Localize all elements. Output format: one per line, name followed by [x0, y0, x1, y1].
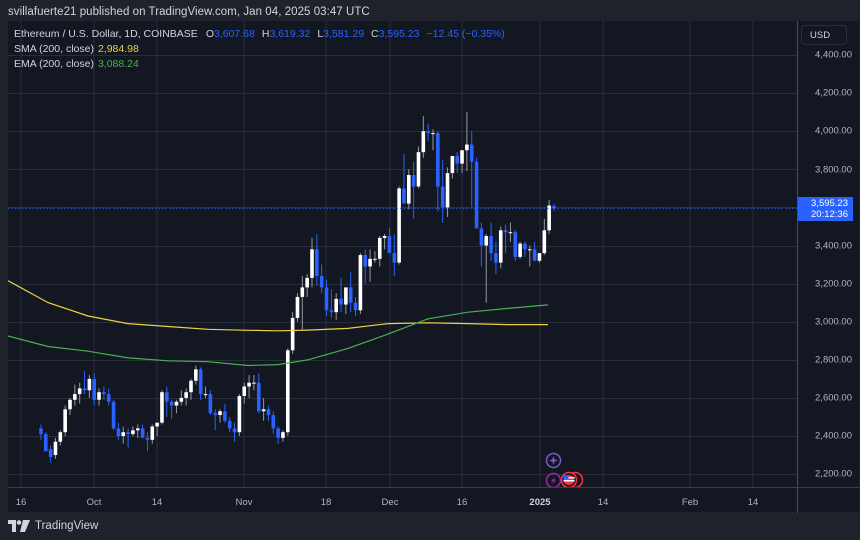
time-tick: 14 — [151, 497, 163, 508]
open-value: 3,607.68 — [213, 28, 255, 40]
price-tick: 4,000.00 — [815, 125, 852, 137]
close-value: 3,595.23 — [378, 28, 420, 40]
price-axis[interactable]: USD 4,400.00 4,200.00 4,000.00 3,800.00 … — [797, 21, 860, 487]
open-label: O — [205, 28, 214, 40]
time-tick: 18 — [320, 497, 332, 508]
ema-value: 3,088.24 — [97, 58, 139, 70]
time-tick: 16 — [15, 497, 27, 508]
time-tick: 16 — [456, 497, 468, 508]
tradingview-logo-icon — [8, 520, 30, 532]
publisher-line: svillafuerte21 published on TradingView.… — [8, 6, 370, 18]
last-price-label: 3,595.23 20:12:36 — [798, 197, 853, 221]
low-label: L — [317, 28, 324, 40]
currency-button[interactable]: USD — [801, 25, 847, 45]
last-price-value: 3,595.23 — [811, 198, 848, 209]
tradingview-brand: TradingView — [35, 520, 99, 532]
legend-sma-row[interactable]: SMA (200, close) 2,984.98 — [14, 42, 505, 57]
price-tick: 2,600.00 — [815, 392, 852, 404]
time-tick: 14 — [597, 497, 609, 508]
event-marker-spark-icon[interactable] — [545, 452, 562, 469]
price-tick: 4,200.00 — [815, 87, 852, 99]
price-tick: 2,200.00 — [815, 468, 852, 480]
change-value: −12.45 (−0.35%) — [426, 28, 505, 40]
price-tick: 2,400.00 — [815, 430, 852, 442]
price-tick: 3,800.00 — [815, 164, 852, 176]
time-tick: Feb — [681, 497, 699, 508]
sma-label: SMA (200, close) — [14, 43, 94, 55]
price-tick: 4,400.00 — [815, 49, 852, 61]
event-marker-us-flag-icon[interactable] — [559, 471, 585, 487]
time-tick: Oct — [86, 497, 102, 508]
high-value: 3,619.32 — [269, 28, 311, 40]
time-tick: 2025 — [529, 497, 551, 508]
ema-label: EMA (200, close) — [14, 58, 94, 70]
time-tick: Dec — [381, 497, 399, 508]
price-tick: 3,200.00 — [815, 278, 852, 290]
price-tick: 3,000.00 — [815, 316, 852, 328]
candlestick-plot — [8, 21, 797, 487]
legend-ema-row[interactable]: EMA (200, close) 3,088.24 — [14, 57, 505, 72]
legend-ohlc-row: Ethereum / U.S. Dollar, 1D, COINBASE O3,… — [14, 27, 505, 42]
event-marker-lightning-icon[interactable] — [545, 472, 562, 487]
high-label: H — [261, 28, 270, 40]
time-tick: 14 — [747, 497, 759, 508]
time-axis[interactable]: 16 Oct 14 Nov 18 Dec 16 2025 14 Feb 14 — [8, 487, 859, 513]
chart-pane[interactable]: Ethereum / U.S. Dollar, 1D, COINBASE O3,… — [8, 21, 797, 487]
axis-corner-divider — [797, 488, 798, 513]
close-label: C — [371, 28, 379, 40]
price-tick: 2,800.00 — [815, 354, 852, 366]
legend-symbol[interactable]: Ethereum / U.S. Dollar, 1D, COINBASE — [14, 28, 198, 40]
sma-value: 2,984.98 — [97, 43, 139, 55]
chart-legend: Ethereum / U.S. Dollar, 1D, COINBASE O3,… — [14, 27, 505, 72]
low-value: 3,581.29 — [323, 28, 365, 40]
chart-frame: Ethereum / U.S. Dollar, 1D, COINBASE O3,… — [8, 21, 860, 513]
bar-countdown: 20:12:36 — [811, 209, 848, 220]
time-tick: Nov — [235, 497, 253, 508]
price-tick: 3,400.00 — [815, 240, 852, 252]
tradingview-logo[interactable]: TradingView — [8, 520, 98, 532]
